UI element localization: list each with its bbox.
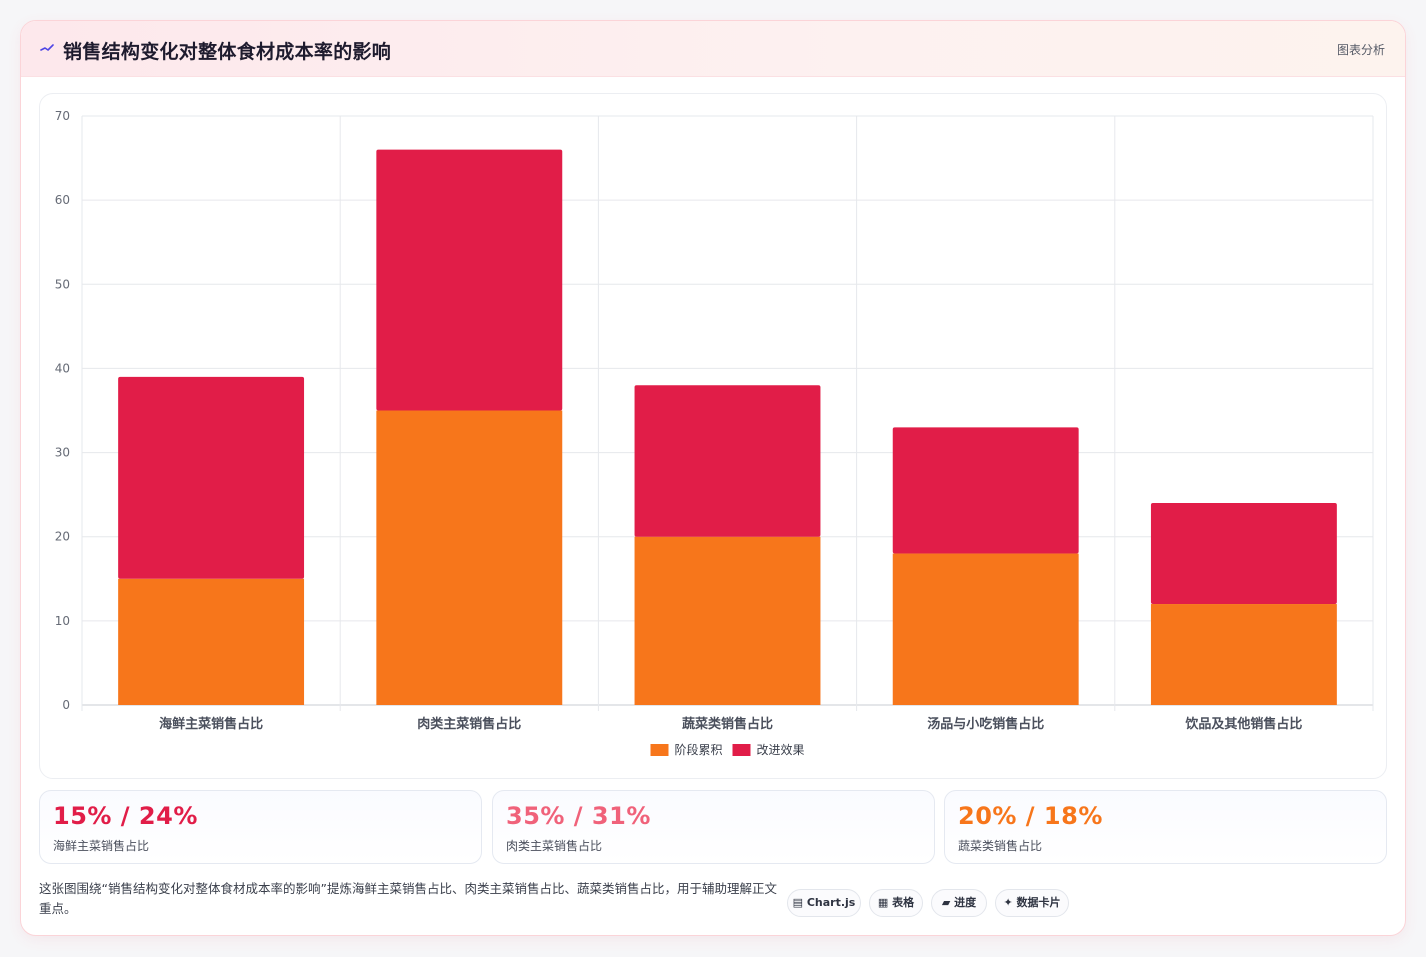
y-tick-label: 70 <box>55 109 70 123</box>
sparkline-icon <box>40 44 54 51</box>
chip-progress[interactable]: ▰ 进度 <box>931 889 987 917</box>
bar-segment <box>892 427 1079 554</box>
y-tick-label: 30 <box>55 446 70 460</box>
stat-label: 蔬菜类销售占比 <box>958 839 1043 853</box>
y-tick-label: 0 <box>62 698 70 712</box>
chip-table[interactable]: ▦ 表格 <box>869 889 923 917</box>
bar-segment <box>634 536 821 705</box>
x-tick-label: 肉类主菜销售占比 <box>417 716 521 732</box>
chart-card: 销售结构变化对整体食材成本率的影响 图表分析 0 10 20 30 40 50 60 70 海鲜… <box>20 20 1406 936</box>
bar-segment <box>1150 503 1337 605</box>
page-title: 销售结构变化对整体食材成本率的影响 <box>63 41 392 63</box>
bar-segment <box>376 149 563 411</box>
legend-swatch <box>732 744 751 756</box>
stat-label: 肉类主菜销售占比 <box>506 839 603 853</box>
stat-card-meat: 35% / 31% 肉类主菜销售占比 <box>492 790 935 864</box>
stat-card-vegetable: 20% / 18% 蔬菜类销售占比 <box>944 790 1387 864</box>
chart-panel: 0 10 20 30 40 50 60 70 海鲜主菜销售占比 肉类主菜销售占比 蔬菜类销售占比 汤品… <box>39 93 1387 779</box>
y-tick-label: 50 <box>55 277 70 291</box>
bar-segment <box>1150 604 1337 705</box>
legend-label: 改进效果 <box>757 742 805 757</box>
x-tick-label: 汤品与小吃销售占比 <box>927 716 1044 732</box>
stat-label: 海鲜主菜销售占比 <box>53 839 150 853</box>
legend-swatch <box>650 744 669 756</box>
x-tick-label: 饮品及其他销售占比 <box>1184 716 1302 732</box>
stat-card-seafood: 15% / 24% 海鲜主菜销售占比 <box>39 790 482 864</box>
chip-data-card[interactable]: ✦ 数据卡片 <box>995 889 1069 917</box>
y-tick-label: 60 <box>55 193 70 207</box>
bar-segment <box>892 553 1079 705</box>
stat-value: 35% / 31% <box>506 802 651 830</box>
y-tick-label: 10 <box>55 614 70 628</box>
stat-value: 15% / 24% <box>53 802 198 830</box>
chip-chartjs[interactable]: ▤ Chart.js <box>787 889 861 917</box>
bar-segment <box>118 376 305 579</box>
legend-label: 阶段累积 <box>675 742 723 757</box>
y-tick-label: 20 <box>55 530 70 544</box>
stat-value: 20% / 18% <box>958 802 1103 830</box>
x-tick-label: 蔬菜类销售占比 <box>682 716 773 732</box>
bar-segment <box>376 410 563 705</box>
stat-cards: 15% / 24% 海鲜主菜销售占比 35% / 31% 肉类主菜销售占比 20… <box>39 790 1387 864</box>
stacked-bar-chart: 0 10 20 30 40 50 60 70 海鲜主菜销售占比 肉类主菜销售占比 蔬菜类销售占比 汤品… <box>55 109 1374 757</box>
chart-description: 这张图围绕“销售结构变化对整体食材成本率的影响”提炼海鲜主菜销售占比、肉类主菜销… <box>39 881 777 916</box>
chart-analysis-tag: 图表分析 <box>1336 43 1385 57</box>
y-tick-label: 40 <box>55 361 70 375</box>
bar-segment <box>634 385 821 537</box>
card-header: 销售结构变化对整体食材成本率的影响 图表分析 <box>21 21 1405 77</box>
bar-segment <box>118 578 305 705</box>
x-tick-label: 海鲜主菜销售占比 <box>159 716 263 732</box>
